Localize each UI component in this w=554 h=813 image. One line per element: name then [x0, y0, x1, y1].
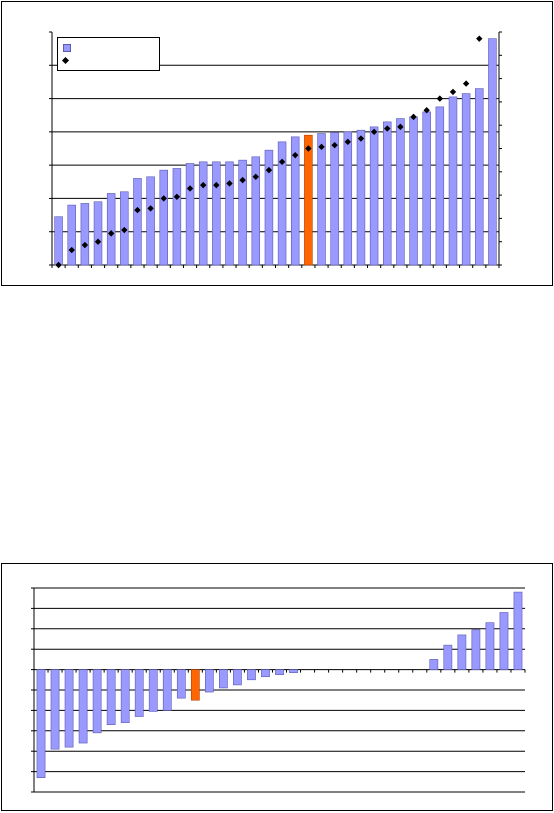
marker-point [476, 35, 483, 42]
marker-point [278, 158, 286, 166]
marker-point [265, 166, 273, 174]
marker-point [305, 145, 312, 152]
bar [106, 193, 116, 266]
marker-point [160, 195, 167, 202]
bar [343, 131, 353, 266]
bar [93, 201, 103, 266]
marker-point [147, 205, 154, 212]
bar [176, 669, 186, 699]
marker-point [199, 181, 207, 189]
marker-point [173, 193, 181, 200]
marker-point [370, 128, 378, 136]
marker-point [186, 185, 194, 192]
chart-panel-bottom [1, 563, 553, 811]
marker-point [134, 206, 141, 214]
bar [261, 669, 270, 678]
bar [247, 669, 256, 681]
marker-point [397, 123, 404, 131]
marker-point [449, 88, 457, 96]
bar [219, 669, 228, 689]
bar [198, 161, 208, 266]
bar [429, 659, 439, 670]
marker-point [436, 95, 444, 102]
bar [513, 591, 523, 670]
bar [172, 168, 182, 266]
marker-point [107, 230, 115, 237]
marker-point [357, 135, 365, 142]
bar [275, 669, 284, 675]
bar [67, 204, 76, 266]
bar [159, 169, 168, 266]
bar [396, 118, 405, 266]
bar [289, 669, 298, 673]
bar [133, 178, 142, 266]
bar [106, 669, 116, 725]
bar [356, 129, 366, 266]
bar [251, 156, 261, 266]
bar [330, 132, 339, 266]
marker-point [94, 238, 102, 245]
bar [64, 669, 74, 748]
marker-point [55, 261, 62, 269]
bar [475, 88, 484, 266]
bar [162, 669, 172, 711]
marker-point [121, 226, 128, 234]
bar [448, 96, 458, 266]
bar [383, 121, 392, 266]
bar [120, 669, 130, 723]
bar [317, 133, 326, 266]
marker-point [252, 173, 259, 180]
marker-point [226, 180, 233, 187]
bar [485, 622, 495, 670]
bar [277, 141, 287, 266]
bar [92, 669, 102, 734]
marker-point [462, 80, 470, 87]
bar [369, 126, 379, 266]
bar [422, 111, 431, 266]
legend-marker-swatch [61, 56, 70, 65]
marker-point [331, 141, 338, 149]
bar [146, 176, 155, 266]
bar [36, 669, 46, 779]
bar [78, 669, 88, 744]
bar [264, 149, 274, 266]
bar [461, 93, 471, 266]
bar [238, 159, 247, 266]
bar [212, 161, 221, 266]
bar [435, 106, 445, 266]
marker-point [410, 113, 417, 121]
legend-bar-swatch [63, 44, 71, 52]
bar [225, 161, 234, 266]
marker-point [68, 246, 75, 254]
bar [50, 669, 60, 750]
bar [290, 136, 300, 266]
bar [204, 669, 214, 693]
bar [443, 644, 453, 670]
bar [499, 612, 509, 670]
chart-panel-top [1, 1, 553, 286]
highlighted-bar [190, 669, 200, 701]
marker-point [384, 125, 391, 132]
bar [488, 38, 497, 266]
bar [471, 629, 481, 670]
marker-point [81, 241, 89, 249]
bar [148, 669, 158, 712]
highlighted-bar [304, 134, 313, 266]
marker-point [423, 107, 430, 114]
marker-point [239, 176, 246, 184]
bar [185, 163, 195, 266]
bar [457, 634, 467, 670]
bottom-chart [31, 587, 526, 793]
bar [54, 216, 63, 266]
marker-point [318, 143, 325, 151]
bar [233, 669, 242, 686]
bar [80, 203, 90, 266]
bar [409, 116, 418, 266]
marker-point [344, 138, 352, 146]
legend [57, 37, 160, 71]
bar [134, 669, 144, 717]
marker-point [213, 181, 220, 189]
marker-point [292, 151, 299, 159]
